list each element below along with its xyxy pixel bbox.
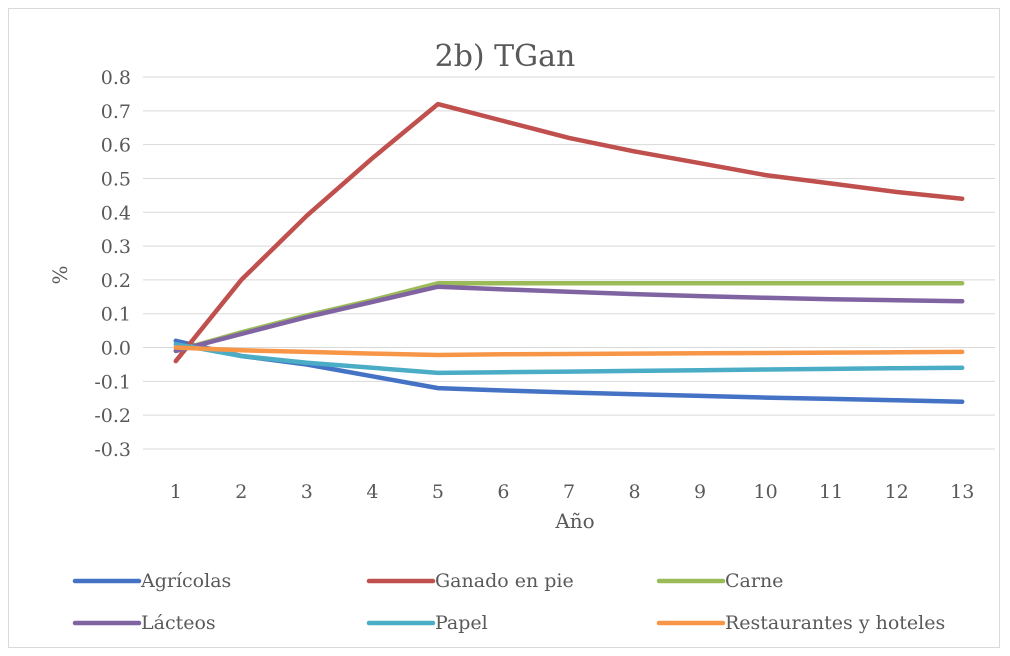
legend-item: Ganado en pie <box>366 570 574 592</box>
series-line <box>173 101 965 364</box>
y-tick-label: 0.1 <box>101 304 131 326</box>
x-tick-label: 13 <box>950 481 974 503</box>
x-tick-label: 2 <box>235 481 247 503</box>
x-tick-label: 10 <box>754 481 778 503</box>
x-tick-label: 11 <box>819 481 843 503</box>
x-tick-label: 8 <box>628 481 640 503</box>
legend-label: Ganado en pie <box>435 570 574 592</box>
y-tick-label: 0.6 <box>101 135 131 157</box>
x-axis-ticks: 1 2 3 4 5 6 7 8 9 10 11 12 13 <box>170 481 975 503</box>
x-tick-label: 12 <box>885 481 909 503</box>
y-tick-label: 0.5 <box>101 168 131 190</box>
y-tick-label: 0.7 <box>101 101 131 123</box>
series-line <box>173 345 965 358</box>
legend-label: Agrícolas <box>140 570 231 592</box>
chart-frame: 0.8 0.7 0.6 0.5 0.4 0.3 0.2 0.1 0.0 -0.1 -0.2 -0.3 … <box>8 8 1000 648</box>
y-tick-label: 0.3 <box>101 236 131 258</box>
x-tick-label: 6 <box>497 481 509 503</box>
series-lines <box>173 101 965 404</box>
y-tick-label: 0.0 <box>101 338 131 360</box>
legend: Agrícolas Ganado en pie Carne Lácteos Papel R… <box>72 570 945 634</box>
y-tick-label: -0.2 <box>94 405 131 427</box>
series-line <box>173 284 965 354</box>
y-tick-label: -0.1 <box>94 371 131 393</box>
grid-lines <box>143 76 995 450</box>
x-tick-label: 1 <box>170 481 182 503</box>
x-axis-label: Año <box>554 509 594 533</box>
y-axis-label: % <box>48 265 72 284</box>
legend-item: Papel <box>366 612 488 634</box>
legend-item: Lácteos <box>72 612 216 634</box>
y-tick-label: 0.8 <box>101 67 131 89</box>
y-tick-label: 0.2 <box>101 270 131 292</box>
legend-label: Restaurantes y hoteles <box>725 612 945 634</box>
x-tick-label: 9 <box>694 481 706 503</box>
x-tick-label: 5 <box>432 481 444 503</box>
y-tick-label: -0.3 <box>94 439 131 461</box>
y-axis-ticks: 0.8 0.7 0.6 0.5 0.4 0.3 0.2 0.1 0.0 -0.1 -0.2 -0.3 <box>94 67 131 461</box>
line-chart: 0.80.70.60.50.40.30.20.10.0-0.1-0.2-0.3 … <box>48 39 995 634</box>
x-tick-label: 3 <box>301 481 313 503</box>
legend-label: Lácteos <box>141 612 216 634</box>
y-tick-label: 0.4 <box>101 202 131 224</box>
series-line <box>173 341 965 376</box>
x-tick-label: 7 <box>563 481 575 503</box>
chart-title: 2b) TGan <box>435 39 576 74</box>
legend-item: Restaurantes y hoteles <box>656 612 945 634</box>
legend-label: Carne <box>725 570 783 592</box>
legend-item: Agrícolas <box>72 570 231 592</box>
x-tick-label: 4 <box>366 481 378 503</box>
legend-item: Carne <box>656 570 783 592</box>
legend-label: Papel <box>435 612 488 634</box>
